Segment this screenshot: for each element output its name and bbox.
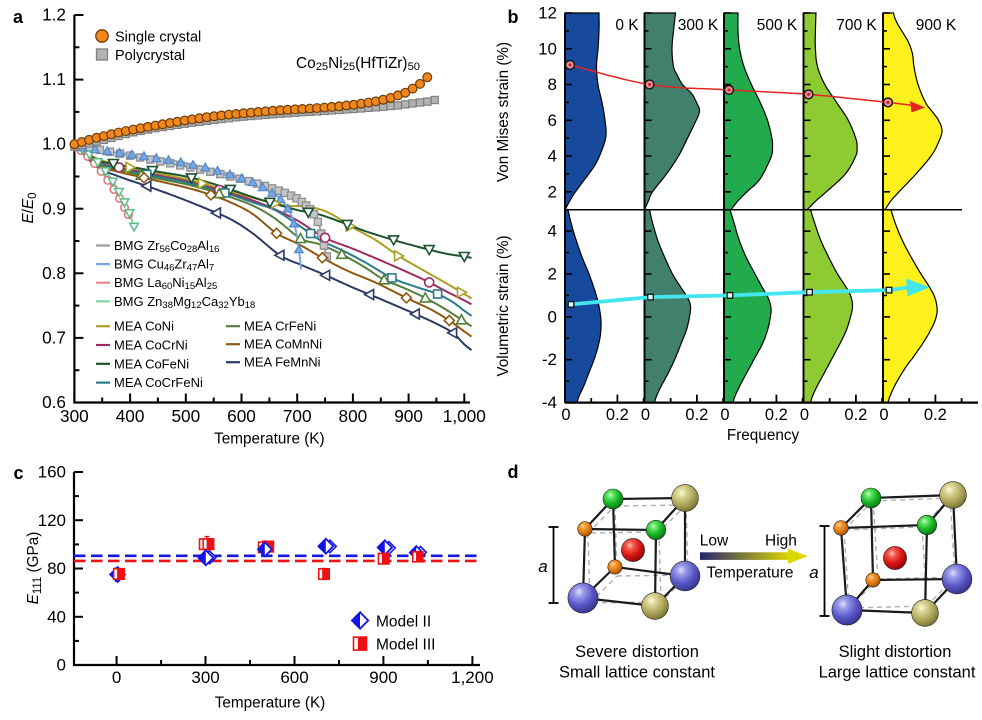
- svg-text:MEA CoMnNi: MEA CoMnNi: [244, 337, 322, 352]
- svg-text:300: 300: [60, 406, 89, 426]
- svg-text:2: 2: [548, 182, 557, 201]
- svg-text:0 K: 0 K: [615, 17, 639, 34]
- svg-text:0: 0: [561, 406, 570, 424]
- svg-text:600: 600: [280, 668, 308, 687]
- svg-text:4: 4: [548, 222, 557, 241]
- svg-text:BMG Zr56Co28Al16: BMG Zr56Co28Al16: [114, 238, 219, 255]
- svg-text:300: 300: [191, 668, 219, 687]
- svg-text:0.9: 0.9: [42, 198, 66, 218]
- svg-text:MEA CrFeNi: MEA CrFeNi: [244, 319, 316, 334]
- svg-text:0: 0: [641, 406, 650, 424]
- svg-text:300 K: 300 K: [678, 17, 719, 34]
- svg-text:0: 0: [800, 406, 809, 424]
- svg-text:0.2: 0.2: [765, 406, 788, 424]
- svg-text:0.6: 0.6: [42, 392, 66, 412]
- svg-text:BMG La60Ni15Al25: BMG La60Ni15Al25: [114, 275, 217, 292]
- svg-text:Frequency: Frequency: [727, 427, 800, 444]
- svg-text:MEA CoCrFeNi: MEA CoCrFeNi: [114, 375, 203, 390]
- svg-text:900 K: 900 K: [916, 17, 957, 34]
- svg-text:500: 500: [171, 406, 200, 426]
- svg-text:Temperature: Temperature: [706, 565, 793, 582]
- svg-text:700 K: 700 K: [836, 17, 877, 34]
- svg-text:E111 (GPa): E111 (GPa): [25, 532, 44, 605]
- svg-text:120: 120: [38, 511, 66, 530]
- svg-text:0.2: 0.2: [606, 406, 629, 424]
- svg-text:High: High: [765, 533, 797, 550]
- svg-text:0: 0: [879, 406, 888, 424]
- svg-text:Slight distortion: Slight distortion: [839, 643, 952, 661]
- svg-text:0.8: 0.8: [42, 263, 66, 283]
- svg-text:1,200: 1,200: [451, 668, 494, 687]
- svg-text:Volumetric strain (%): Volumetric strain (%): [495, 235, 512, 376]
- svg-text:a: a: [809, 563, 818, 582]
- svg-text:BMG Cu46Zr47Al7: BMG Cu46Zr47Al7: [114, 257, 214, 274]
- svg-text:Polycrystal: Polycrystal: [115, 48, 185, 64]
- svg-text:0: 0: [57, 656, 66, 675]
- svg-text:1,000: 1,000: [443, 406, 486, 426]
- svg-text:1.0: 1.0: [42, 134, 66, 154]
- svg-text:0.2: 0.2: [844, 406, 867, 424]
- svg-text:0: 0: [548, 307, 557, 326]
- svg-text:12: 12: [538, 4, 557, 23]
- svg-text:Co25Ni25(HfTiZr)50: Co25Ni25(HfTiZr)50: [296, 55, 420, 73]
- svg-text:a: a: [538, 557, 547, 576]
- svg-text:-2: -2: [542, 350, 557, 369]
- svg-text:900: 900: [369, 668, 397, 687]
- svg-text:400: 400: [116, 406, 145, 426]
- svg-text:2: 2: [548, 265, 557, 284]
- svg-text:BMG Zn38Mg12Ca32Yb18: BMG Zn38Mg12Ca32Yb18: [114, 294, 255, 311]
- svg-text:600: 600: [227, 406, 256, 426]
- svg-text:0: 0: [720, 406, 729, 424]
- svg-text:Large lattice constant: Large lattice constant: [819, 664, 976, 682]
- svg-text:d: d: [508, 462, 519, 482]
- svg-text:Temperature (K): Temperature (K): [215, 695, 326, 712]
- svg-text:MEA FeMnNi: MEA FeMnNi: [244, 355, 321, 370]
- svg-text:0.2: 0.2: [924, 406, 947, 424]
- svg-text:500 K: 500 K: [757, 17, 798, 34]
- svg-text:0: 0: [112, 668, 121, 687]
- svg-text:1.2: 1.2: [42, 5, 66, 25]
- svg-text:MEA CoNi: MEA CoNi: [114, 319, 174, 334]
- svg-text:Model II: Model II: [376, 614, 431, 631]
- svg-text:0.7: 0.7: [42, 327, 66, 347]
- svg-text:10: 10: [538, 39, 557, 58]
- svg-text:Low: Low: [700, 533, 729, 550]
- svg-text:800: 800: [339, 406, 368, 426]
- svg-text:6: 6: [548, 111, 557, 130]
- svg-text:Small lattice constant: Small lattice constant: [559, 664, 715, 682]
- svg-text:700: 700: [283, 406, 312, 426]
- svg-text:Von Mises strain (%): Von Mises strain (%): [495, 42, 512, 182]
- svg-text:160: 160: [38, 463, 66, 482]
- svg-text:80: 80: [47, 559, 66, 578]
- svg-text:b: b: [508, 7, 519, 27]
- svg-text:a: a: [13, 7, 24, 27]
- svg-text:900: 900: [394, 406, 423, 426]
- svg-text:MEA CoCrNi: MEA CoCrNi: [114, 338, 188, 353]
- svg-text:40: 40: [47, 607, 66, 626]
- svg-text:-4: -4: [542, 393, 557, 412]
- svg-text:Temperature (K): Temperature (K): [214, 431, 325, 448]
- svg-text:E/E0: E/E0: [20, 192, 39, 223]
- svg-text:c: c: [13, 463, 23, 483]
- svg-text:Model III: Model III: [376, 637, 435, 654]
- svg-text:Single crystal: Single crystal: [115, 30, 201, 46]
- svg-text:MEA CoFeNi: MEA CoFeNi: [114, 356, 189, 371]
- svg-text:Severe distortion: Severe distortion: [575, 643, 699, 661]
- svg-text:1.1: 1.1: [42, 69, 66, 89]
- svg-text:8: 8: [548, 75, 557, 94]
- svg-text:0.2: 0.2: [685, 406, 708, 424]
- svg-text:4: 4: [548, 147, 557, 166]
